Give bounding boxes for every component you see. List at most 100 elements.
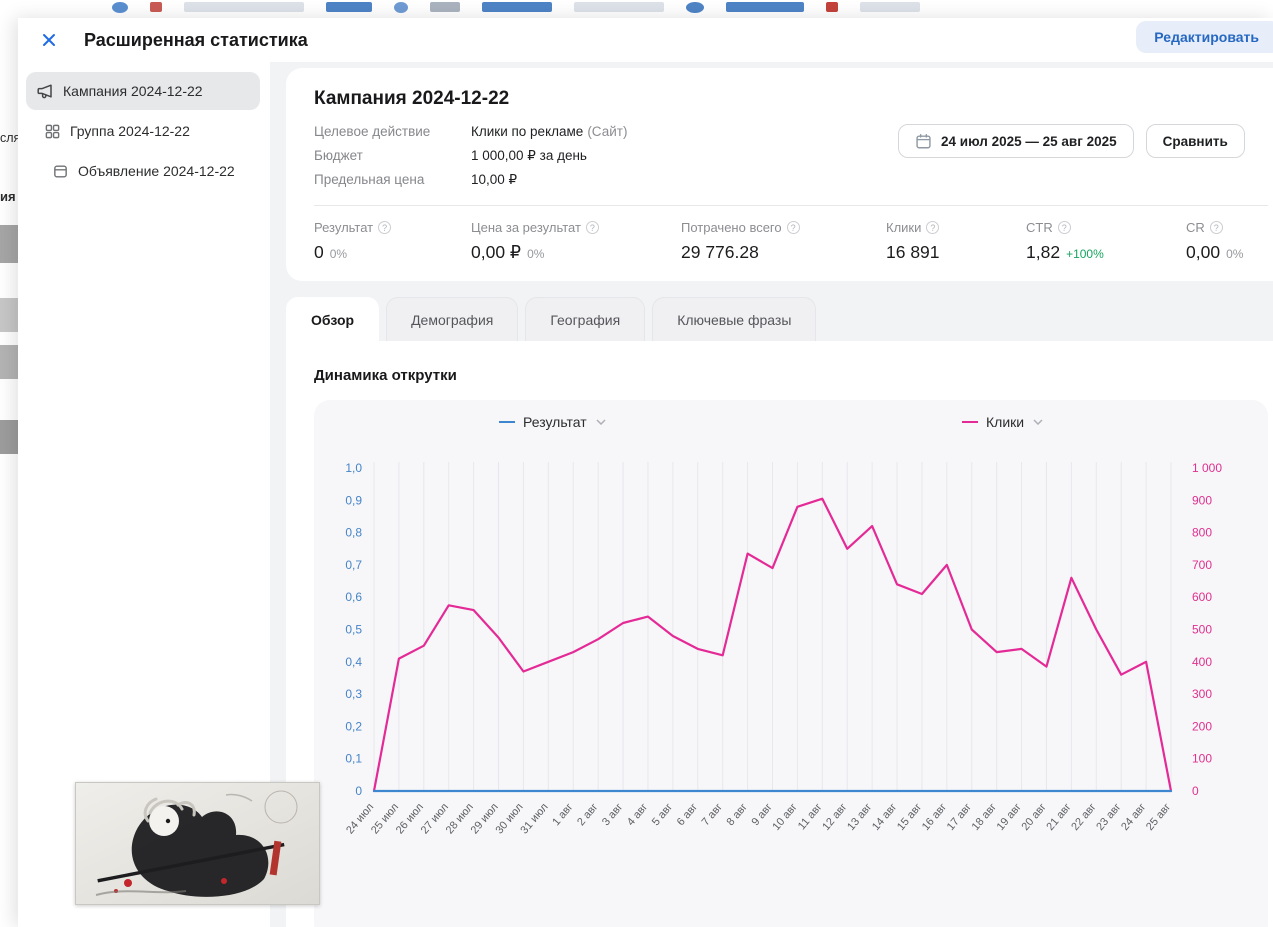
modal-header: Расширенная статистика Редактировать	[18, 18, 1273, 62]
svg-text:13 авг: 13 авг	[845, 801, 874, 833]
stat-value: 0,00 ₽	[471, 242, 522, 262]
campaign-actions: 24 июл 2025 — 25 авг 2025 Сравнить	[898, 124, 1245, 158]
background-block	[0, 225, 18, 263]
grid-icon	[44, 123, 61, 140]
svg-text:6 авг: 6 авг	[675, 801, 700, 828]
detail-value: 1 000,00 ₽ за день	[471, 148, 587, 163]
info-icon[interactable]: ?	[585, 221, 599, 234]
svg-text:1 000: 1 000	[1192, 461, 1222, 475]
svg-text:500: 500	[1192, 623, 1212, 637]
page-fragment	[686, 2, 704, 13]
background-text-fragment: ия	[0, 189, 16, 204]
svg-text:22 авг: 22 авг	[1069, 801, 1098, 833]
sidebar-item-label: Кампания 2024-12-22	[63, 83, 203, 99]
legend-label: Результат	[523, 414, 587, 430]
svg-text:600: 600	[1192, 590, 1212, 604]
svg-text:19 авг: 19 авг	[995, 801, 1024, 833]
svg-text:21 авг: 21 авг	[1044, 801, 1073, 833]
modal-title: Расширенная статистика	[84, 29, 308, 50]
detail-label: Бюджет	[314, 148, 363, 163]
svg-text:24 авг: 24 авг	[1119, 801, 1148, 833]
svg-text:400: 400	[1192, 655, 1212, 669]
svg-text:0: 0	[355, 784, 362, 798]
svg-text:300: 300	[1192, 687, 1212, 701]
stat-spent-total: Потрачено всего? 29 776.28	[681, 220, 886, 263]
campaign-summary-card: Кампания 2024-12-22 Целевое действие Кли…	[286, 68, 1273, 281]
date-range-picker[interactable]: 24 июл 2025 — 25 авг 2025	[898, 124, 1134, 158]
stat-value: 0,00	[1186, 242, 1221, 262]
svg-text:14 авг: 14 авг	[870, 801, 899, 833]
svg-text:31 июл: 31 июл	[518, 801, 550, 836]
stat-extra: +100%	[1066, 247, 1104, 261]
sidebar-item-label: Объявление 2024-12-22	[78, 163, 235, 179]
legend-item-clicks[interactable]: Клики	[962, 414, 1043, 430]
svg-text:1 авг: 1 авг	[550, 801, 575, 828]
dynamics-chart: Результат Клики 24 июл 25 июл 26 июл 27 июл 2…	[314, 400, 1268, 927]
edit-button[interactable]: Редактировать	[1136, 21, 1273, 53]
svg-text:20 авг: 20 авг	[1019, 801, 1048, 833]
svg-text:16 авг: 16 авг	[920, 801, 949, 833]
svg-text:0,5: 0,5	[345, 623, 362, 637]
page-fragment	[326, 2, 372, 12]
date-range-value: 24 июл 2025 — 25 авг 2025	[941, 133, 1117, 149]
svg-text:0,4: 0,4	[345, 655, 362, 669]
tab-keywords[interactable]: Ключевые фразы	[652, 297, 817, 341]
page-fragment	[574, 2, 664, 12]
overview-tab-panel: Динамика открутки Результат Клики 24 июл 2…	[286, 341, 1273, 927]
svg-text:17 авг: 17 авг	[945, 801, 974, 833]
svg-text:0,1: 0,1	[345, 752, 362, 766]
page-fragment	[112, 2, 128, 13]
svg-text:0,2: 0,2	[345, 719, 362, 733]
chevron-down-icon	[596, 419, 606, 425]
svg-text:7 авг: 7 авг	[700, 801, 725, 828]
tabs-bar: Обзор Демография География Ключевые фразы	[286, 297, 1273, 341]
tab-demography[interactable]: Демография	[386, 297, 519, 341]
info-icon[interactable]: ?	[786, 221, 800, 234]
page-fragment	[184, 2, 304, 12]
compare-button[interactable]: Сравнить	[1145, 124, 1245, 158]
background-block	[0, 345, 18, 379]
detail-row-max-price: Предельная цена 10,00 ₽	[314, 172, 1268, 187]
svg-text:10 авг: 10 авг	[770, 801, 799, 833]
svg-text:200: 200	[1192, 719, 1212, 733]
info-icon[interactable]: ?	[378, 221, 392, 234]
svg-text:8 авг: 8 авг	[725, 801, 750, 828]
detail-row-budget: Бюджет 1 000,00 ₽ за день	[314, 148, 1268, 163]
chevron-down-icon	[1033, 419, 1043, 425]
stat-label: Цена за результат?	[471, 220, 681, 235]
background-page-top-fragments	[0, 0, 1273, 17]
svg-text:0,9: 0,9	[345, 493, 362, 507]
sidebar-item-ad[interactable]: Объявление 2024-12-22	[42, 152, 260, 190]
stat-label: CTR?	[1026, 220, 1186, 235]
detail-row-target-action: Целевое действие Клики по рекламе (Сайт)	[314, 124, 1268, 139]
svg-text:0,7: 0,7	[345, 558, 362, 572]
svg-text:11 авг: 11 авг	[796, 801, 825, 832]
tab-overview[interactable]: Обзор	[286, 297, 380, 341]
info-icon[interactable]: ?	[1209, 221, 1223, 234]
svg-text:900: 900	[1192, 493, 1212, 507]
close-icon[interactable]	[40, 31, 58, 49]
sidebar-item-label: Группа 2024-12-22	[70, 123, 190, 139]
svg-text:1,0: 1,0	[345, 461, 362, 475]
stat-result: Результат? 0 0%	[314, 220, 471, 263]
page-fragment	[726, 2, 804, 12]
artwork-image	[75, 782, 320, 905]
ad-card-icon	[52, 163, 69, 180]
page-fragment	[430, 2, 460, 12]
legend-item-result[interactable]: Результат	[499, 414, 606, 430]
sidebar-item-campaign[interactable]: Кампания 2024-12-22	[26, 72, 260, 110]
stats-row: Результат? 0 0% Цена за результат? 0,00 ₽ 0% П…	[314, 205, 1268, 263]
page-fragment	[482, 2, 552, 12]
page-fragment	[150, 2, 162, 12]
stat-label: Клики?	[886, 220, 1026, 235]
info-icon[interactable]: ?	[926, 221, 940, 234]
page-fragment	[394, 2, 408, 13]
sidebar-item-group[interactable]: Группа 2024-12-22	[34, 112, 260, 150]
campaign-details: Целевое действие Клики по рекламе (Сайт)…	[314, 124, 1268, 187]
info-icon[interactable]: ?	[1057, 221, 1071, 234]
tab-geography[interactable]: География	[525, 297, 646, 341]
stat-extra: 0%	[329, 247, 348, 261]
svg-text:100: 100	[1192, 752, 1212, 766]
detail-label: Целевое действие	[314, 124, 431, 139]
stat-ctr: CTR? 1,82 +100%	[1026, 220, 1186, 263]
